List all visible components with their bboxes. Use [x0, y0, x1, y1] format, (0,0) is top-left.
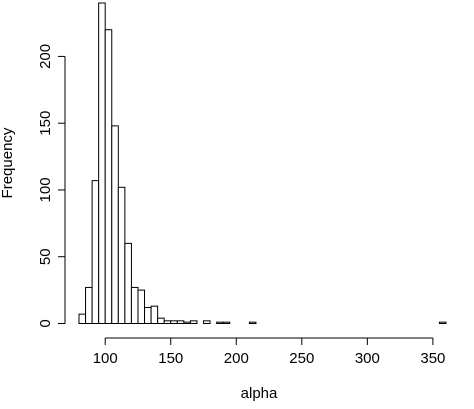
- histogram-bar: [216, 321, 224, 325]
- y-tick-label: 100: [37, 177, 54, 202]
- y-axis-title: Frequency: [0, 127, 16, 198]
- x-axis-title: alpha: [241, 385, 278, 402]
- x-tick-label: 250: [289, 350, 314, 367]
- histogram-bar: [85, 286, 93, 325]
- y-tick-label: 200: [37, 44, 54, 69]
- histogram-bar: [203, 320, 211, 324]
- histogram-bar: [157, 317, 165, 325]
- histogram-bar: [189, 320, 198, 324]
- x-tick-label: 150: [158, 350, 183, 367]
- histogram-bar: [137, 289, 146, 324]
- x-tick-label: 100: [93, 350, 118, 367]
- histogram-bar: [163, 320, 172, 324]
- y-tick-label: 150: [37, 111, 54, 136]
- histogram-bar: [170, 320, 178, 324]
- histogram-bar: [124, 242, 132, 325]
- histogram-bar: [130, 286, 139, 325]
- histogram-bars: [78, 2, 447, 325]
- histogram-bar: [144, 306, 152, 325]
- histogram-bar: [222, 321, 231, 325]
- x-tick-label: 200: [224, 350, 249, 367]
- histogram-bar: [98, 2, 106, 324]
- histogram-bar: [438, 321, 447, 325]
- x-tick-label: 350: [420, 350, 445, 367]
- histogram-bar: [104, 29, 113, 325]
- histogram-bar: [117, 186, 126, 324]
- x-axis: 100 150 200 250 300 350: [93, 337, 445, 367]
- histogram-bar: [183, 321, 191, 325]
- histogram-bar: [248, 321, 257, 325]
- histogram-bar: [176, 320, 185, 324]
- histogram-bar: [111, 125, 119, 324]
- y-tick-label: 50: [37, 248, 54, 265]
- y-tick-label: 0: [37, 319, 54, 327]
- y-axis: 0 50 100 150 200: [37, 44, 66, 328]
- histogram-bar: [91, 180, 100, 324]
- histogram-bar: [150, 305, 159, 325]
- histogram-bar: [78, 313, 87, 324]
- x-tick-label: 300: [355, 350, 380, 367]
